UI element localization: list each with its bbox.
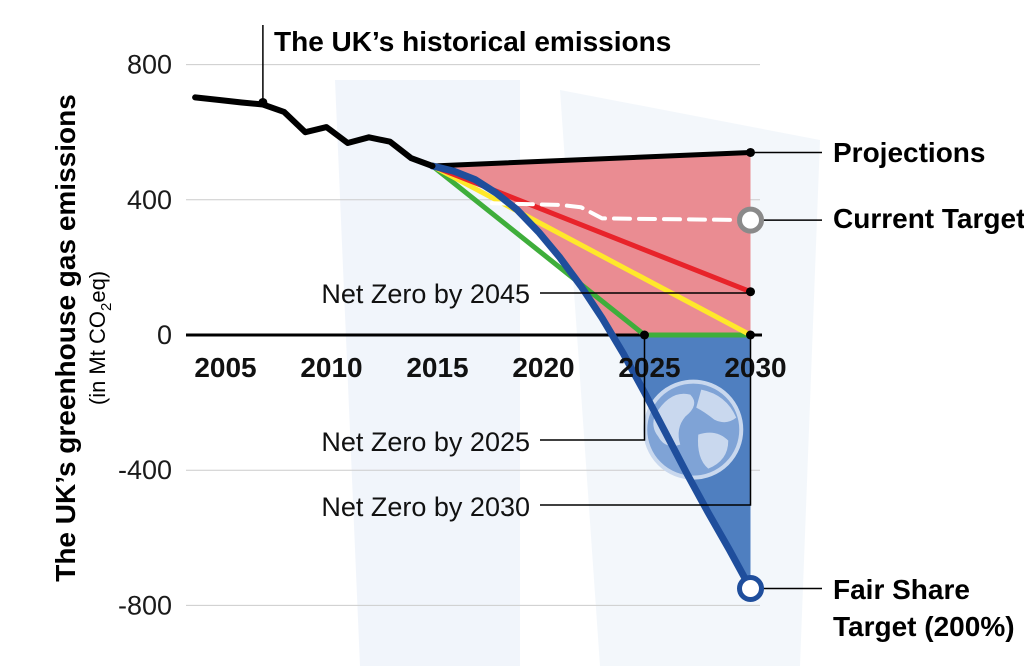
tick-labels: 800 400 0 -400 -800 2005 2010 2015 2020 2025 2030 <box>118 50 787 621</box>
historical-label: The UK’s historical emissions <box>274 26 671 57</box>
fair-share-label-line2: Target (200%) <box>833 611 1015 642</box>
globe-land <box>697 432 729 469</box>
net-zero-2025-leader <box>540 335 646 441</box>
net-zero-2030-line <box>430 163 753 338</box>
net-zero-2045-marker <box>746 287 755 297</box>
fair-share-marker <box>737 575 764 602</box>
current-target-line <box>489 201 753 223</box>
net-zero-2025-marker <box>640 330 649 340</box>
annotations: The UK’s historical emissions Projections… <box>258 25 1024 642</box>
x-tick-label: 2030 <box>724 352 786 383</box>
x-tick-label: 2005 <box>194 352 256 383</box>
historical-line <box>192 94 436 169</box>
y-tick-label: 800 <box>127 50 172 80</box>
y-tick-label: -400 <box>118 455 172 485</box>
x-tick-label: 2010 <box>300 352 362 383</box>
net-zero-2025-label: Net Zero by 2025 <box>321 427 530 457</box>
fair-share-label-line1: Fair Share <box>833 574 970 605</box>
net-zero-2030-marker <box>746 330 755 340</box>
projections-line <box>430 150 753 169</box>
y-axis-subtitle: (in Mt CO2eq) <box>85 271 115 405</box>
fair-share-line <box>429 162 754 592</box>
y-tick-label: 0 <box>157 320 172 350</box>
globe-icon <box>643 379 744 480</box>
x-tick-label: 2025 <box>618 352 680 383</box>
y-tick-label: -800 <box>118 590 172 620</box>
x-tick-label: 2015 <box>406 352 468 383</box>
projections-marker <box>746 147 755 157</box>
x-tick-label: 2020 <box>512 352 574 383</box>
historical-marker <box>258 97 268 107</box>
current-target-marker <box>737 206 764 234</box>
current-target-label: Current Target <box>833 203 1024 234</box>
projections-label: Projections <box>833 137 985 168</box>
net-zero-2030-label: Net Zero by 2030 <box>321 492 530 522</box>
y-axis-title: The UK’s greenhouse gas emissions <box>50 94 81 582</box>
net-zero-2030-leader <box>540 335 752 506</box>
globe-land <box>696 389 737 423</box>
net-zero-2045-label: Net Zero by 2045 <box>321 279 530 309</box>
y-tick-label: 400 <box>127 185 172 215</box>
y-axis-title-group: The UK’s greenhouse gas emissions (in Mt… <box>50 94 115 582</box>
